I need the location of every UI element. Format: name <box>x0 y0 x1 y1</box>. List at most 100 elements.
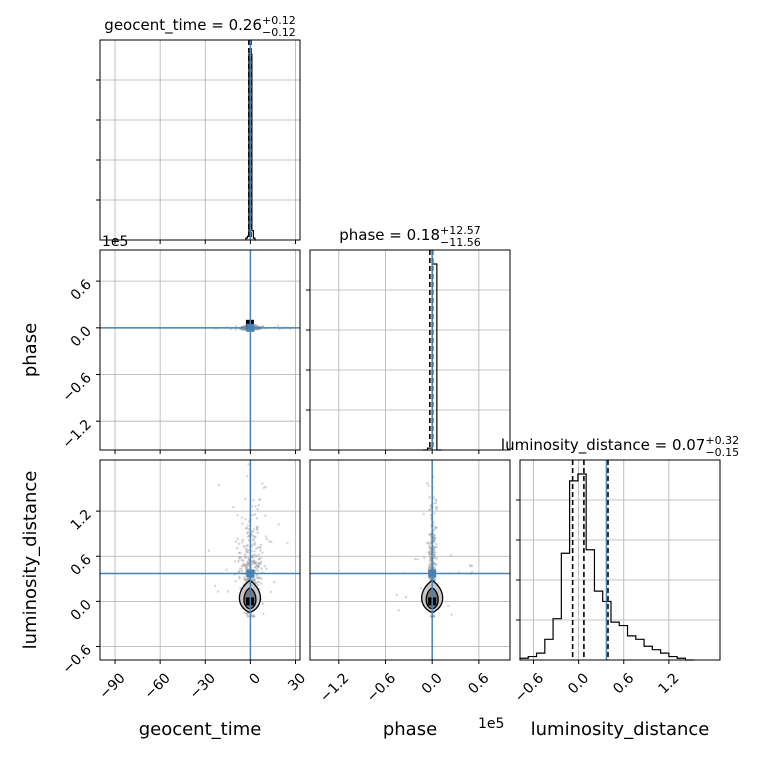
x-tick-label: 0.0 <box>565 670 592 697</box>
sample-point <box>242 559 245 562</box>
sample-point <box>419 586 423 590</box>
sample-point <box>427 541 430 545</box>
sample-point <box>236 537 239 541</box>
y-tick-label: −1.2 <box>59 417 94 452</box>
sample-point <box>254 324 257 327</box>
sample-point <box>428 556 432 560</box>
sample-point <box>243 611 246 614</box>
sample-point <box>427 566 431 569</box>
sample-point <box>470 570 474 574</box>
sample-point <box>434 556 437 560</box>
sample-point <box>250 530 254 533</box>
sample-point <box>252 559 255 562</box>
sample-point <box>435 545 438 549</box>
title-plus: +0.12 <box>262 14 296 27</box>
sample-point <box>255 574 258 577</box>
truth-marker <box>246 323 255 332</box>
sample-point <box>225 568 228 571</box>
frame-layer <box>96 39 721 664</box>
sample-point <box>434 526 438 530</box>
sample-point <box>253 569 257 572</box>
x-tick-label: 0.6 <box>610 670 637 697</box>
sample-point <box>277 523 281 526</box>
sample-point <box>216 590 220 593</box>
x-tick-label: 0.0 <box>419 670 446 697</box>
sample-point <box>237 560 240 563</box>
sample-point <box>251 538 255 541</box>
y-axis-label-luminosity_distance: luminosity_distance <box>20 471 41 650</box>
sample-point <box>313 531 315 533</box>
sample-point <box>235 546 239 550</box>
sample-point <box>429 555 432 558</box>
sample-point <box>468 564 472 567</box>
sample-point <box>261 602 264 605</box>
sample-point <box>433 577 436 580</box>
sample-point <box>469 565 472 568</box>
sample-point <box>429 561 432 565</box>
sample-point <box>428 565 432 569</box>
sample-point <box>237 570 241 573</box>
x-tick-label: −1.2 <box>317 670 352 705</box>
sample-point <box>433 533 436 537</box>
sample-point <box>260 567 263 571</box>
sample-point <box>432 551 436 555</box>
sample-point <box>429 552 432 556</box>
sample-point <box>255 547 258 551</box>
sample-point <box>429 564 432 567</box>
sample-point <box>254 324 258 327</box>
sample-point <box>253 577 256 581</box>
sample-point <box>256 569 260 572</box>
sample-point <box>256 525 259 528</box>
sample-point <box>234 325 238 328</box>
sample-point <box>426 541 429 545</box>
sample-point <box>244 553 247 556</box>
sample-point <box>255 561 258 565</box>
sample-point <box>253 536 256 539</box>
sample-point <box>432 551 435 554</box>
sample-point <box>241 541 244 544</box>
sample-point <box>241 558 244 562</box>
sample-point <box>434 502 438 505</box>
sample-point <box>395 593 398 597</box>
sample-point <box>257 566 261 569</box>
sample-point <box>253 555 256 558</box>
sample-point <box>449 554 453 557</box>
x-tick-label: 0.6 <box>465 670 492 697</box>
sample-point <box>259 549 262 552</box>
x-axis-label-phase: phase <box>383 719 437 740</box>
sample-point <box>262 612 265 615</box>
sample-point <box>242 562 245 566</box>
sample-point <box>243 564 246 568</box>
sample-point <box>435 526 438 529</box>
sample-point <box>259 546 262 549</box>
sample-point <box>251 505 254 508</box>
sample-point <box>265 538 269 541</box>
sample-point <box>257 580 261 584</box>
sample-point <box>260 582 263 585</box>
sample-point <box>240 569 243 573</box>
sample-point <box>252 534 255 538</box>
sample-point <box>252 579 256 582</box>
x-tick-label: 1.2 <box>655 670 682 697</box>
sample-point <box>244 527 248 530</box>
sample-point <box>470 564 474 568</box>
sample-point <box>435 506 438 509</box>
sample-point <box>257 576 261 579</box>
title-median: geocent_time = 0.26 <box>104 16 262 35</box>
sample-point <box>264 485 267 489</box>
sample-point <box>429 577 432 580</box>
sample-point <box>237 551 241 555</box>
sample-point <box>244 578 247 581</box>
sample-point <box>251 556 254 559</box>
sample-point <box>245 578 248 581</box>
x-axis-label-geocent_time: geocent_time <box>139 719 262 740</box>
title-minus: −11.56 <box>440 236 481 249</box>
sample-point <box>270 540 273 544</box>
sample-point <box>428 533 431 536</box>
sample-point <box>261 551 264 554</box>
sample-point <box>427 551 431 554</box>
sample-point <box>260 440 262 442</box>
sample-point <box>432 562 436 566</box>
histogram-geocent_time <box>245 53 257 241</box>
sample-point <box>433 615 436 618</box>
